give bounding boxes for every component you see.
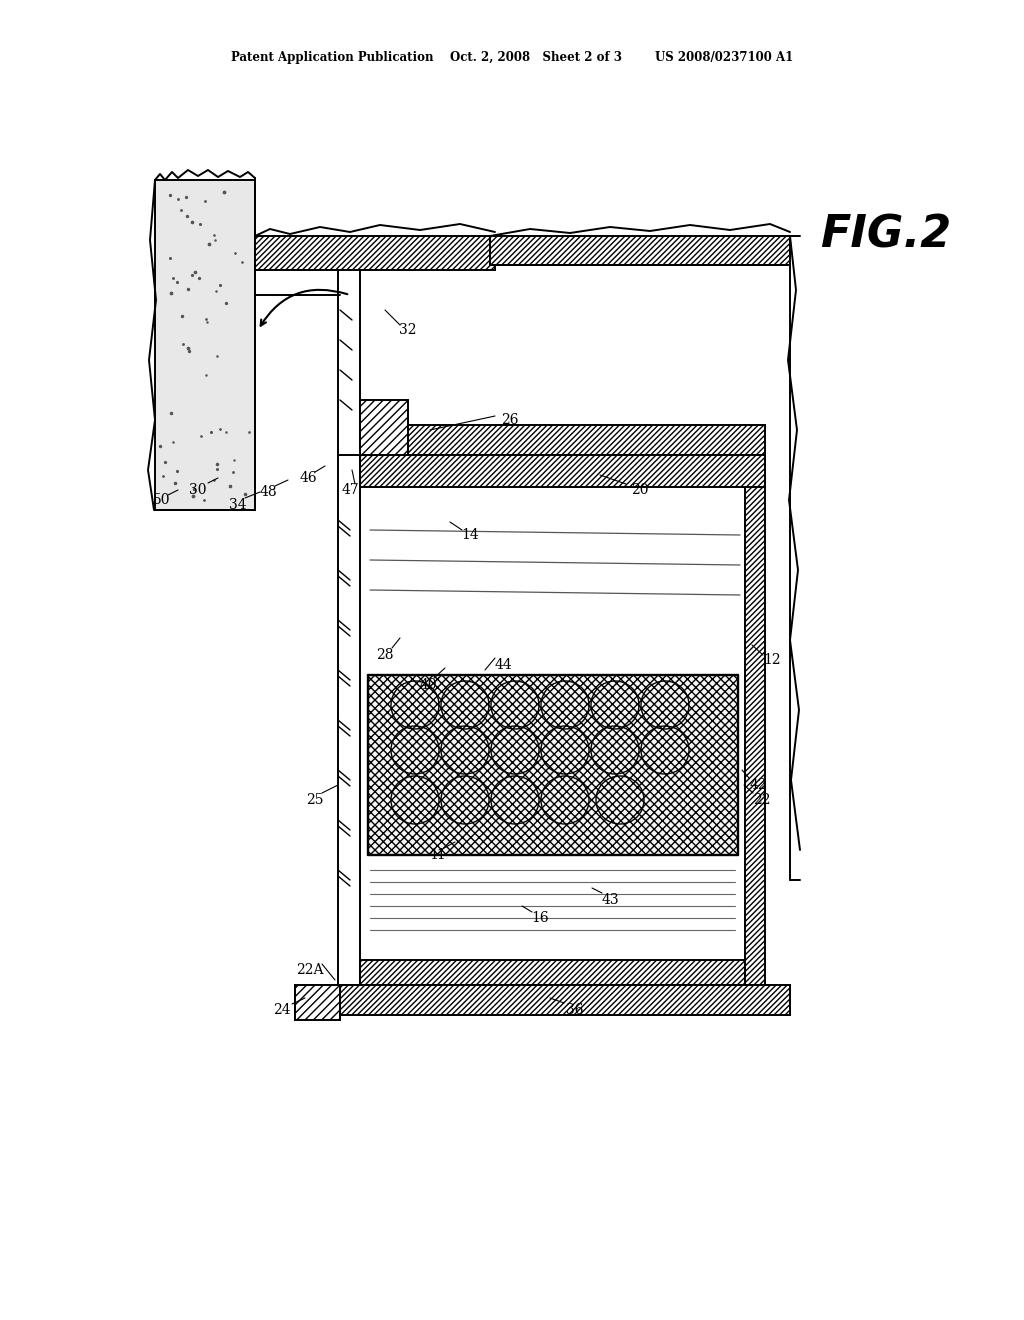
- Text: 47: 47: [341, 483, 358, 498]
- Text: 43: 43: [601, 894, 618, 907]
- Polygon shape: [295, 985, 790, 1015]
- Text: 48: 48: [259, 484, 276, 499]
- Text: 12: 12: [763, 653, 781, 667]
- Text: 40: 40: [419, 678, 437, 692]
- Text: 25: 25: [306, 793, 324, 807]
- Text: 42: 42: [750, 777, 767, 792]
- Text: 50: 50: [154, 492, 171, 507]
- Text: 22: 22: [754, 793, 771, 807]
- Text: 44: 44: [495, 657, 512, 672]
- Text: 26: 26: [502, 413, 519, 426]
- Polygon shape: [368, 675, 738, 855]
- Text: 46: 46: [299, 471, 316, 484]
- Polygon shape: [360, 425, 765, 455]
- Text: 20: 20: [631, 483, 649, 498]
- Text: Patent Application Publication    Oct. 2, 2008   Sheet 2 of 3        US 2008/023: Patent Application Publication Oct. 2, 2…: [230, 51, 794, 65]
- Polygon shape: [745, 455, 765, 985]
- Polygon shape: [155, 180, 255, 510]
- Polygon shape: [360, 400, 408, 455]
- Text: 22A: 22A: [296, 964, 324, 977]
- Text: 41: 41: [428, 847, 445, 862]
- Text: 28: 28: [376, 648, 394, 663]
- Text: 36: 36: [566, 1003, 584, 1016]
- Polygon shape: [295, 985, 340, 1020]
- Polygon shape: [490, 236, 790, 265]
- Text: 30: 30: [189, 483, 207, 498]
- Text: 34: 34: [229, 498, 247, 512]
- Text: 16: 16: [531, 911, 549, 925]
- Polygon shape: [255, 236, 495, 271]
- Text: 24: 24: [273, 1003, 291, 1016]
- Polygon shape: [360, 455, 765, 487]
- Polygon shape: [360, 960, 745, 985]
- Text: FIG.2: FIG.2: [820, 214, 951, 256]
- Text: 14: 14: [461, 528, 479, 543]
- Text: 32: 32: [399, 323, 417, 337]
